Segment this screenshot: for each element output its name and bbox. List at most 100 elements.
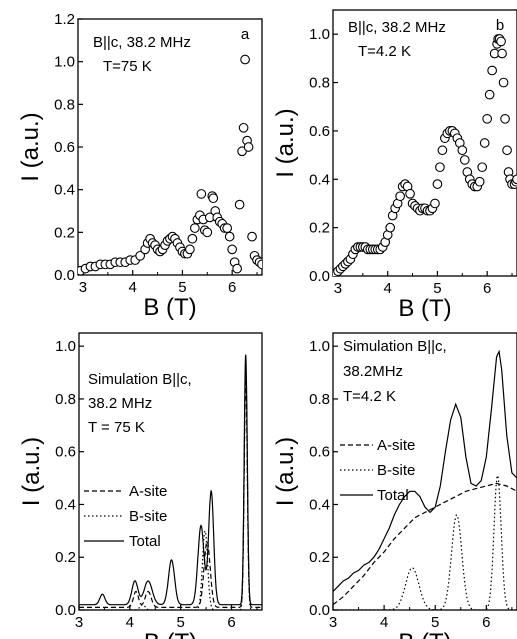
- x-axis-label: B (T): [143, 294, 196, 321]
- y-tick-label: 0.2: [55, 549, 76, 566]
- y-tick-label: 0.6: [309, 444, 330, 461]
- y-tick-label: 0.8: [54, 96, 75, 113]
- y-tick-label: 0.8: [309, 75, 330, 92]
- y-tick-label: 0.4: [309, 496, 330, 513]
- data-point: [196, 189, 207, 199]
- x-tick-label: 6: [228, 279, 236, 296]
- data-area: [333, 34, 517, 276]
- x-tick-label: 5: [178, 279, 186, 296]
- data-point: [502, 145, 512, 156]
- y-tick-label: 0.8: [309, 391, 330, 408]
- data-point: [484, 89, 495, 100]
- data-point: [395, 191, 405, 202]
- y-tick-label: 0.2: [309, 549, 330, 566]
- data-point: [430, 198, 440, 209]
- y-tick-label: 0.0: [55, 602, 76, 619]
- data-area: [333, 349, 517, 610]
- y-axis-label: I (a.u.): [272, 108, 299, 177]
- data-point: [457, 145, 468, 156]
- series-line-b-site: [333, 474, 517, 610]
- y-tick-label: 0.4: [55, 496, 76, 513]
- data-point: [500, 113, 510, 124]
- data-point: [208, 193, 219, 204]
- x-tick-label: 4: [129, 279, 137, 296]
- data-point: [497, 48, 507, 59]
- data-point: [243, 142, 254, 152]
- x-tick-label: 6: [227, 614, 235, 631]
- data-point: [437, 145, 448, 156]
- data-point: [202, 227, 213, 238]
- annotation-line: T=4.2 K: [343, 388, 396, 405]
- x-tick-label: 3: [75, 614, 83, 631]
- data-point: [482, 113, 493, 124]
- data-point: [234, 199, 245, 210]
- y-tick-label: 1.0: [309, 338, 330, 355]
- annotation-line: 38.2MHz: [343, 363, 403, 380]
- annotation-line: Simulation B||c,: [88, 371, 192, 388]
- y-tick-label: 1.0: [55, 338, 76, 355]
- legend-label: B-site: [129, 508, 167, 525]
- data-point: [187, 233, 198, 244]
- x-tick-label: 5: [433, 280, 441, 297]
- data-point: [222, 223, 233, 233]
- data-area: [78, 54, 262, 275]
- data-point: [240, 54, 250, 65]
- data-point: [477, 162, 488, 173]
- x-tick-label: 3: [329, 614, 337, 631]
- data-point: [224, 231, 235, 242]
- data-point: [487, 65, 497, 76]
- data-point: [185, 244, 195, 255]
- data-point: [227, 244, 238, 255]
- series-line-total: [333, 349, 517, 592]
- data-point: [405, 188, 415, 199]
- annotation-line: Simulation B||c,: [343, 338, 447, 355]
- y-tick-label: 0.0: [309, 602, 330, 619]
- plot-frame: [78, 332, 263, 611]
- annotation-line: T=75 K: [103, 58, 152, 75]
- data-point: [498, 77, 509, 88]
- x-tick-label: 4: [384, 280, 392, 297]
- y-tick-label: 0.2: [309, 220, 330, 237]
- plot-frame: [332, 9, 517, 277]
- x-tick-label: 5: [431, 614, 439, 631]
- x-tick-label: 5: [176, 614, 184, 631]
- x-tick-label: 4: [380, 614, 388, 631]
- panel-b-chart: 3 4 5 6 0.0 0.2 0.4 0.6 0.8 1.0 B (T) I (a.u.) B||c,…: [272, 9, 517, 322]
- y-tick-label: 0.4: [54, 182, 75, 199]
- data-point: [190, 223, 200, 233]
- y-tick-label: 0.0: [54, 267, 75, 284]
- y-tick-label: 1.2: [54, 11, 75, 28]
- x-tick-label: 6: [482, 614, 490, 631]
- data-point: [232, 263, 242, 274]
- annotation-line: B||c, 38.2 MHz: [348, 19, 446, 36]
- series-line-a-site: [333, 482, 517, 606]
- data-point: [432, 179, 443, 189]
- data-point: [512, 174, 517, 185]
- annotation-line: T=4.2 K: [358, 43, 411, 60]
- data-point: [496, 36, 506, 47]
- data-point: [474, 176, 485, 187]
- y-axis-label: I (a.u.): [272, 437, 299, 506]
- x-tick-label: 3: [79, 279, 87, 296]
- annotation-line: T = 75 K: [88, 419, 145, 436]
- y-tick-label: 0.4: [309, 171, 330, 188]
- legend-label: Total: [377, 487, 409, 504]
- data-point: [435, 162, 445, 173]
- x-axis-label: B (T): [398, 295, 451, 322]
- y-tick-label: 0.6: [54, 139, 75, 156]
- data-point: [385, 222, 396, 233]
- legend-label: Total: [129, 533, 161, 550]
- series-line-total: [79, 354, 262, 606]
- data-point: [238, 122, 249, 133]
- plot-frame: [332, 332, 517, 611]
- panel-c-chart: 3 4 5 6 0.0 0.2 0.4 0.6 0.8 1.0 B (T) I (a.u.) Simul…: [18, 332, 263, 639]
- data-point: [479, 138, 490, 148]
- x-axis-label: B (T): [144, 629, 197, 639]
- data-point: [135, 250, 146, 261]
- y-tick-label: 0.6: [55, 444, 76, 461]
- series-line-a-site: [79, 378, 262, 608]
- panel-letter: a: [241, 26, 250, 43]
- x-tick-label: 6: [483, 280, 491, 297]
- data-point: [257, 259, 262, 270]
- annotation-line: 38.2 MHz: [88, 395, 152, 412]
